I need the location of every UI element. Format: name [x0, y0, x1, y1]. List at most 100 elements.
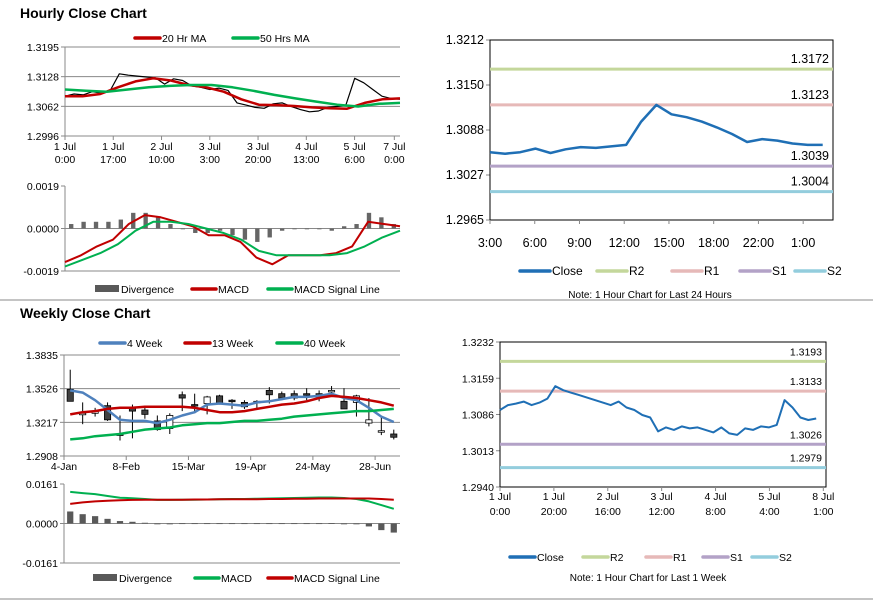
divergence-bar — [228, 523, 236, 525]
y-tick-label: 1.3086 — [462, 410, 494, 422]
divergence-bar — [266, 523, 273, 525]
plot-frame — [489, 39, 834, 221]
y-tick-label: 1.3150 — [446, 78, 484, 92]
candle-down — [390, 433, 398, 438]
x-tick-label: 19-Apr — [235, 461, 267, 473]
x-tick-label: 13:00 — [293, 154, 319, 166]
series-line-40-week — [70, 407, 394, 441]
divergence-bar — [93, 221, 99, 229]
candle-down — [265, 390, 273, 396]
y-tick-label: 1.2965 — [446, 213, 484, 227]
divergence-bar — [241, 523, 248, 525]
divergence-bar — [291, 523, 298, 525]
x-tick-label: 4 Jul — [704, 491, 726, 503]
x-tick-label: 12:00 — [609, 236, 640, 250]
divergence-bar — [292, 228, 297, 230]
divergence-bar — [69, 224, 74, 229]
divergence-bar — [304, 228, 310, 230]
y-tick-label: 1.3062 — [27, 101, 59, 113]
x-tick-label: 9:00 — [567, 236, 591, 250]
x-tick-label: 3:00 — [478, 236, 502, 250]
x-tick-label: 1 Jul — [102, 141, 124, 153]
divergence-bar — [216, 523, 223, 525]
divergence-bar — [155, 217, 161, 229]
y-tick-label: 1.3088 — [446, 123, 484, 137]
divergence-bar — [353, 523, 360, 525]
divergence-bar — [141, 522, 148, 524]
divergence-bar — [366, 212, 372, 229]
divergence-bar — [205, 228, 210, 233]
legend-label: 40 Week — [304, 338, 346, 350]
divergence-bar — [242, 228, 248, 240]
divergence-bar — [230, 228, 235, 236]
legend-swatch-bar — [95, 285, 119, 292]
x-tick-label: 3:00 — [200, 154, 221, 166]
weekly-chart-title: Weekly Close Chart — [20, 305, 151, 321]
legend-label: S2 — [827, 264, 842, 278]
divergence-bar — [217, 228, 223, 231]
divergence-bar — [328, 523, 335, 524]
y-tick-label: 1.3027 — [446, 168, 484, 182]
x-tick-label: 4 Jul — [295, 141, 317, 153]
divergence-bar — [179, 523, 186, 525]
divergence-bar — [279, 228, 285, 231]
x-tick-label: 3 Jul — [247, 141, 269, 153]
x-tick-label: 1:00 — [813, 506, 834, 518]
y-tick-label: -0.0161 — [22, 558, 58, 570]
candle-up — [365, 419, 373, 424]
y-tick-label: 1.3526 — [26, 384, 58, 396]
x-tick-label: 4-Jan — [51, 461, 77, 473]
x-tick-label: 10:00 — [148, 154, 174, 166]
x-tick-label: 0:00 — [55, 154, 76, 166]
y-tick-label: 1.3212 — [446, 33, 484, 47]
legend-label: MACD — [221, 573, 252, 585]
x-tick-label: 15:00 — [653, 236, 684, 250]
divergence-bar — [354, 224, 359, 229]
x-tick-label: 24-May — [295, 461, 331, 473]
y-tick-label: 0.0000 — [27, 224, 59, 236]
y-tick-label: 1.3128 — [27, 72, 59, 84]
y-tick-label: 1.3195 — [27, 42, 59, 54]
x-tick-label: 2 Jul — [597, 491, 619, 503]
divergence-bar — [67, 511, 74, 524]
legend-label: S1 — [730, 552, 743, 564]
level-label-s1: 1.3026 — [790, 429, 822, 441]
divergence-bar — [316, 523, 323, 525]
x-tick-label: 3 Jul — [651, 491, 673, 503]
legend-label: Divergence — [121, 284, 174, 296]
x-tick-label: 15-Mar — [172, 461, 206, 473]
series-line-13-week — [69, 394, 395, 416]
x-tick-label: 6:00 — [344, 154, 365, 166]
divergence-bar — [92, 516, 99, 524]
legend-label: MACD Signal Line — [294, 573, 380, 585]
y-tick-label: 1.2996 — [27, 131, 59, 143]
x-tick-label: 7 Jul — [383, 141, 405, 153]
x-tick-label: 12:00 — [649, 506, 675, 518]
divergence-bar — [193, 228, 198, 233]
x-tick-label: 28-Jun — [359, 461, 391, 473]
candle-down — [228, 399, 236, 403]
y-tick-label: 1.3013 — [462, 446, 494, 458]
x-tick-label: 4:00 — [759, 506, 780, 518]
divergence-bar — [154, 523, 161, 525]
y-tick-label: 0.0000 — [26, 519, 58, 531]
x-tick-label: 1 Jul — [489, 491, 511, 503]
divergence-bar — [129, 521, 136, 524]
x-tick-label: 20:00 — [541, 506, 567, 518]
level-label-r2: 1.3172 — [791, 52, 829, 66]
candle-down — [303, 393, 311, 396]
candle-down — [340, 400, 348, 410]
y-tick-label: 1.3835 — [26, 350, 58, 362]
divergence-bar — [204, 523, 211, 525]
legend-label: R1 — [704, 264, 720, 278]
divergence-bar — [329, 228, 334, 231]
x-tick-label: 20:00 — [245, 154, 271, 166]
legend-label: R1 — [673, 552, 687, 564]
level-label-s2: 1.3004 — [791, 175, 829, 189]
x-tick-label: 8 Jul — [812, 491, 834, 503]
x-tick-label: 5 Jul — [343, 141, 365, 153]
divergence-bar — [143, 212, 148, 229]
x-tick-label: 2 Jul — [150, 141, 172, 153]
x-tick-label: 0:00 — [384, 154, 405, 166]
level-label-r1: 1.3123 — [791, 88, 829, 102]
